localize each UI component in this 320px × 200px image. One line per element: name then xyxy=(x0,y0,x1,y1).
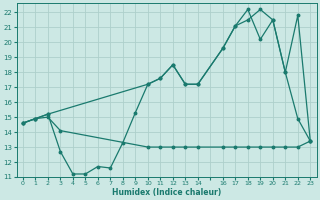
X-axis label: Humidex (Indice chaleur): Humidex (Indice chaleur) xyxy=(112,188,221,197)
